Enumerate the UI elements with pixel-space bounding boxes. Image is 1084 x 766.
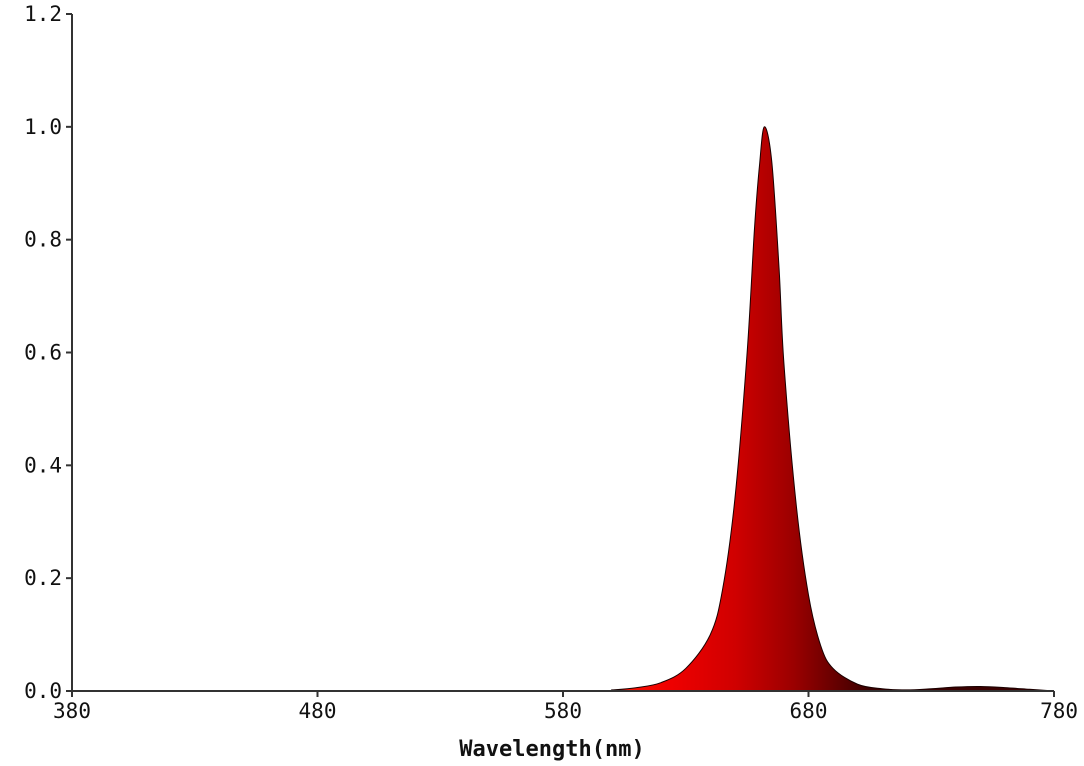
x-tick-label: 680 bbox=[790, 699, 828, 723]
x-tick-label: 780 bbox=[1040, 699, 1078, 723]
y-tick-label: 0.6 bbox=[24, 341, 62, 365]
x-tick-label: 480 bbox=[299, 699, 337, 723]
y-axis-ticks: 0.0 0.2 0.4 0.6 0.8 1.0 1.2 bbox=[24, 2, 72, 703]
y-tick-label: 0.8 bbox=[24, 228, 62, 252]
y-tick-label: 0.0 bbox=[24, 679, 62, 703]
y-tick-label: 0.4 bbox=[24, 453, 62, 477]
x-tick-label: 580 bbox=[544, 699, 582, 723]
x-axis-label: Wavelength(nm) bbox=[459, 737, 644, 762]
spectrum-area-series bbox=[72, 126, 1054, 691]
y-tick-label: 1.0 bbox=[24, 115, 62, 139]
y-tick-label: 0.2 bbox=[24, 566, 62, 590]
x-tick-label: 380 bbox=[53, 699, 91, 723]
y-tick-label: 1.2 bbox=[24, 2, 62, 26]
plot-area bbox=[72, 126, 1055, 692]
x-axis-ticks: 380 480 580 680 780 bbox=[53, 691, 1078, 723]
spectrum-line-series bbox=[72, 126, 1055, 692]
